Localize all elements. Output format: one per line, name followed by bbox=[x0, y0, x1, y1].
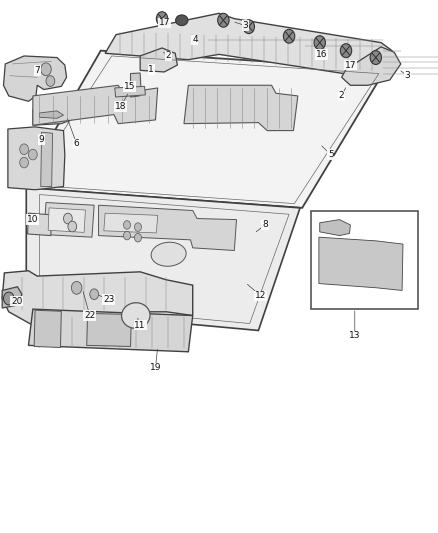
Circle shape bbox=[68, 221, 77, 232]
Polygon shape bbox=[39, 111, 64, 118]
Text: 12: 12 bbox=[255, 292, 266, 300]
Polygon shape bbox=[319, 237, 403, 290]
Circle shape bbox=[20, 144, 28, 155]
Polygon shape bbox=[26, 188, 300, 330]
Polygon shape bbox=[2, 287, 22, 308]
Polygon shape bbox=[87, 313, 131, 346]
Polygon shape bbox=[48, 208, 85, 232]
Text: 2: 2 bbox=[166, 52, 171, 60]
Polygon shape bbox=[104, 213, 158, 233]
Text: 2: 2 bbox=[339, 92, 344, 100]
Circle shape bbox=[218, 13, 229, 27]
Circle shape bbox=[283, 29, 295, 43]
Polygon shape bbox=[2, 271, 193, 326]
Polygon shape bbox=[342, 47, 401, 85]
Polygon shape bbox=[33, 108, 71, 125]
Circle shape bbox=[134, 233, 141, 242]
Circle shape bbox=[41, 63, 51, 76]
Circle shape bbox=[64, 213, 72, 224]
Polygon shape bbox=[28, 309, 193, 352]
Text: 7: 7 bbox=[34, 66, 40, 75]
Polygon shape bbox=[115, 86, 145, 97]
Text: 1: 1 bbox=[148, 65, 154, 74]
Circle shape bbox=[124, 231, 131, 240]
Circle shape bbox=[4, 292, 14, 305]
Text: 3: 3 bbox=[242, 21, 248, 30]
Text: 13: 13 bbox=[349, 332, 360, 340]
Text: 3: 3 bbox=[404, 71, 410, 80]
Circle shape bbox=[90, 289, 99, 300]
Polygon shape bbox=[320, 220, 350, 236]
Bar bbox=[311, 211, 418, 309]
Text: 8: 8 bbox=[262, 221, 268, 229]
Circle shape bbox=[340, 44, 352, 58]
Polygon shape bbox=[34, 310, 61, 348]
Circle shape bbox=[71, 281, 82, 294]
Circle shape bbox=[46, 76, 55, 86]
Circle shape bbox=[20, 157, 28, 168]
Polygon shape bbox=[44, 203, 94, 237]
Polygon shape bbox=[8, 127, 65, 190]
Text: 11: 11 bbox=[134, 321, 146, 329]
Text: 23: 23 bbox=[103, 295, 114, 304]
Text: 6: 6 bbox=[74, 140, 80, 148]
Polygon shape bbox=[184, 85, 298, 131]
Ellipse shape bbox=[122, 303, 150, 328]
Text: 4: 4 bbox=[192, 36, 198, 44]
Text: 22: 22 bbox=[84, 311, 95, 320]
Text: 17: 17 bbox=[345, 61, 356, 69]
Text: 19: 19 bbox=[150, 364, 161, 372]
Circle shape bbox=[314, 36, 325, 50]
Text: 18: 18 bbox=[115, 102, 126, 111]
Polygon shape bbox=[33, 85, 158, 125]
Circle shape bbox=[124, 221, 131, 229]
Text: 10: 10 bbox=[27, 215, 39, 224]
Polygon shape bbox=[131, 73, 141, 97]
Ellipse shape bbox=[176, 15, 188, 26]
Ellipse shape bbox=[151, 242, 186, 266]
Text: 15: 15 bbox=[124, 82, 135, 91]
Circle shape bbox=[28, 149, 37, 160]
Polygon shape bbox=[28, 213, 52, 236]
Polygon shape bbox=[41, 132, 53, 187]
Text: 20: 20 bbox=[11, 297, 22, 305]
Polygon shape bbox=[22, 51, 385, 208]
Circle shape bbox=[370, 51, 381, 64]
Polygon shape bbox=[140, 48, 177, 72]
Circle shape bbox=[156, 12, 168, 26]
Text: 17: 17 bbox=[159, 19, 170, 27]
Polygon shape bbox=[99, 205, 237, 251]
Polygon shape bbox=[105, 13, 392, 77]
Polygon shape bbox=[4, 56, 67, 101]
Text: 16: 16 bbox=[316, 50, 328, 59]
Circle shape bbox=[134, 223, 141, 231]
Text: 5: 5 bbox=[328, 150, 334, 159]
Text: 9: 9 bbox=[39, 135, 45, 144]
Circle shape bbox=[243, 20, 254, 34]
